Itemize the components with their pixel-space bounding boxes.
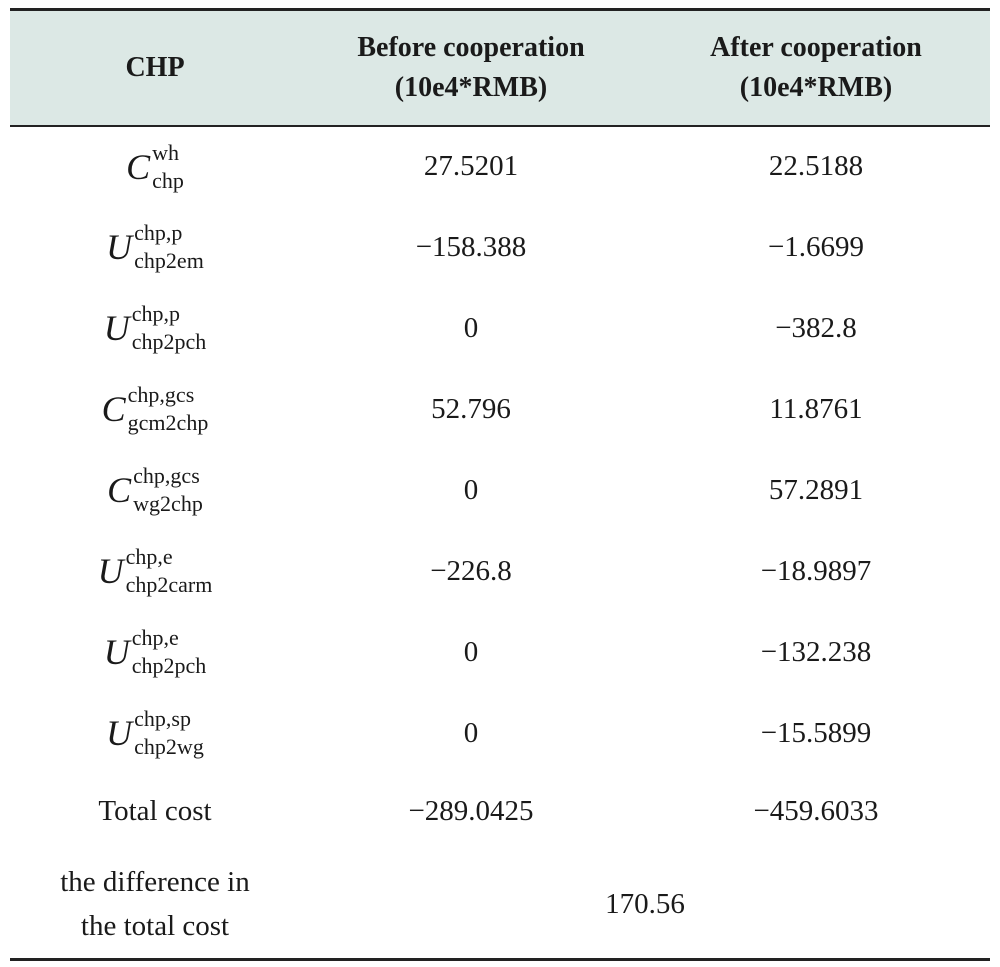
symbol-base: C [126, 146, 151, 187]
before-value: 27.5201 [423, 150, 519, 182]
header-row: CHP Before cooperation (10e4*RMB) After … [10, 8, 990, 127]
before-value: 0 [463, 473, 479, 506]
symbol-base: C [107, 470, 132, 510]
difference-label: the difference in the total cost [10, 849, 300, 961]
symbol-subscript: wg2chp [133, 491, 203, 516]
cost-comparison-table: CHP Before cooperation (10e4*RMB) After … [10, 8, 990, 961]
before-value: −226.8 [430, 554, 512, 587]
before-value: −158.388 [415, 230, 527, 263]
symbol-subscript: chp2wg [134, 734, 204, 759]
header-before-line1: Before cooperation [357, 31, 585, 63]
symbol-subscript: chp2pch [131, 653, 207, 678]
difference-row: the difference in the total cost 170.56 [10, 849, 990, 961]
header-after-line1: After cooperation [710, 31, 922, 63]
header-after-line2: (10e4*RMB) [739, 71, 893, 103]
symbol-superscript: chp,p [131, 301, 180, 326]
difference-value: 170.56 [300, 849, 990, 961]
total-cost-row: Total cost −289.0425 −459.6033 [10, 774, 990, 850]
symbol-superscript: chp,e [131, 625, 179, 650]
symbol-subscript: gcm2chp [127, 410, 209, 435]
after-value: −382.8 [775, 311, 857, 344]
symbol-base: U [103, 632, 130, 672]
symbol-base: U [97, 551, 124, 591]
after-value: 22.5188 [768, 150, 864, 182]
total-before-value: −289.0425 [408, 795, 534, 827]
header-before-cooperation: Before cooperation (10e4*RMB) [300, 8, 642, 127]
after-value: −18.9897 [760, 554, 872, 587]
header-before-line2: (10e4*RMB) [394, 71, 548, 103]
symbol-subscript: chp2pch [131, 329, 207, 354]
before-value: 0 [463, 716, 479, 749]
symbol-subscript: chp2carm [125, 572, 213, 597]
after-value: 11.8761 [769, 392, 863, 425]
after-value: −132.238 [760, 635, 872, 668]
symbol-base: U [103, 308, 130, 348]
symbol-superscript: chp,sp [134, 706, 191, 731]
before-value: 52.796 [431, 392, 511, 425]
difference-label-line1: the difference in [60, 865, 250, 898]
symbol-superscript: wh [152, 139, 180, 165]
before-value: 0 [463, 635, 479, 668]
after-value: −1.6699 [767, 230, 865, 263]
symbol-subscript: chp2em [134, 248, 204, 273]
symbol-subscript: chp [152, 167, 184, 193]
symbol-base: C [101, 389, 126, 429]
difference-label-line2: the total cost [80, 909, 230, 942]
header-after-cooperation: After cooperation (10e4*RMB) [642, 8, 990, 127]
before-value: 0 [463, 311, 479, 344]
total-cost-label: Total cost [98, 795, 212, 827]
symbol-superscript: chp,gcs [133, 463, 200, 488]
after-value: −15.5899 [760, 716, 872, 749]
symbol-superscript: chp,p [134, 220, 183, 245]
table-header: CHP Before cooperation (10e4*RMB) After … [10, 8, 990, 127]
symbol-superscript: chp,gcs [127, 382, 195, 407]
symbol-superscript: chp,e [125, 544, 173, 569]
symbol-base: U [106, 227, 133, 267]
symbol-base: U [106, 713, 133, 753]
after-value: 57.2891 [768, 473, 864, 506]
header-chp: CHP [10, 8, 300, 127]
total-after-value: −459.6033 [753, 795, 879, 827]
